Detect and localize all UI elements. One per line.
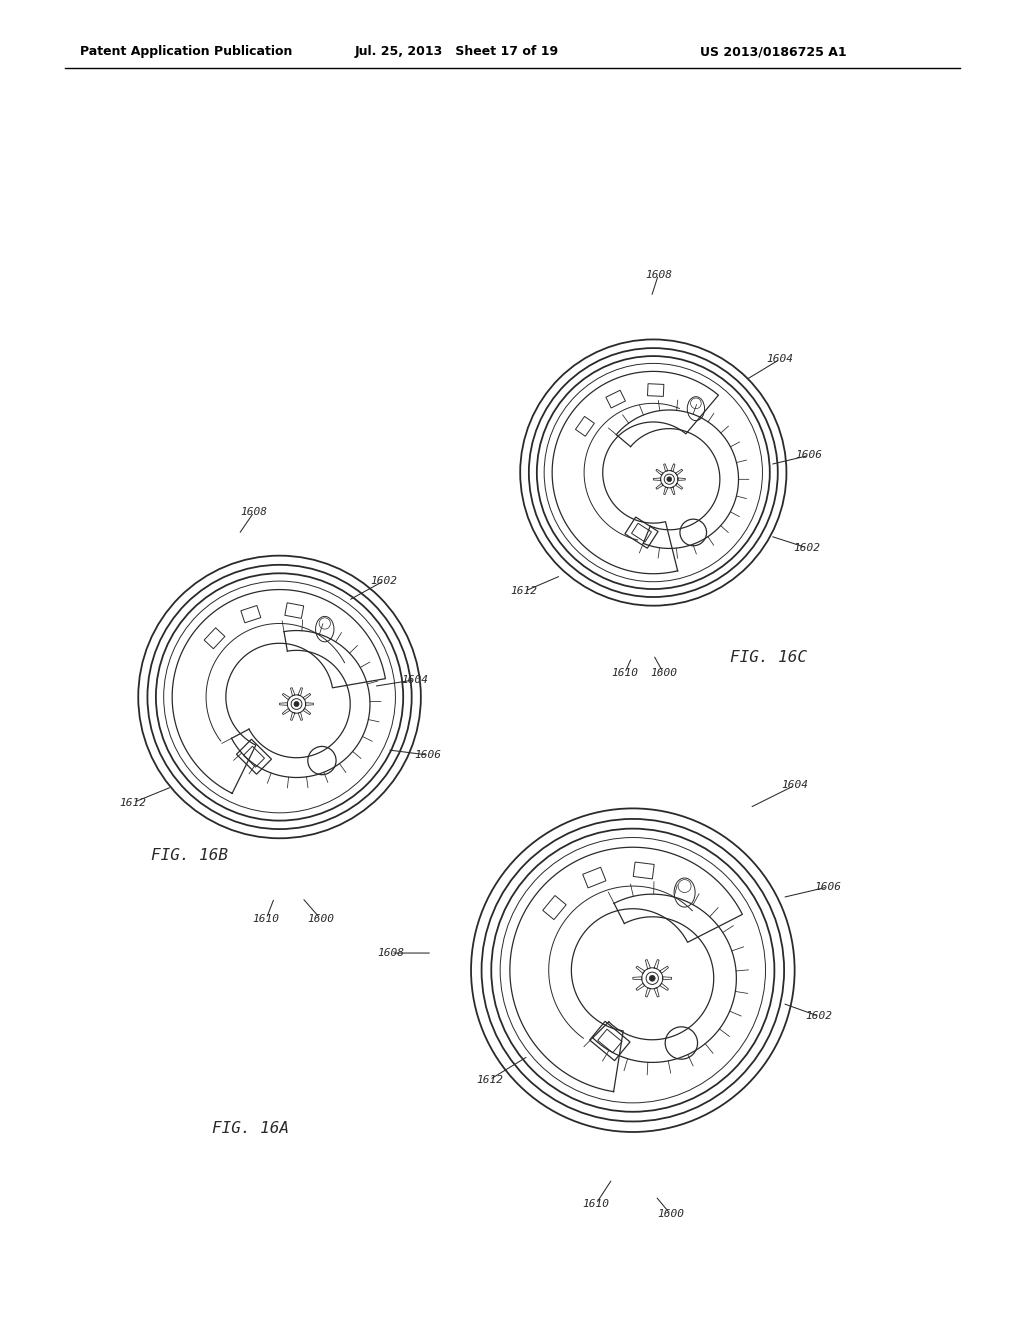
- Text: 1606: 1606: [814, 882, 841, 892]
- Text: 1600: 1600: [657, 1209, 684, 1220]
- Text: 1600: 1600: [307, 913, 334, 924]
- Text: 1604: 1604: [781, 780, 808, 791]
- Text: 1602: 1602: [794, 543, 820, 553]
- Text: 1612: 1612: [120, 797, 146, 808]
- Text: 1604: 1604: [767, 354, 794, 364]
- Text: FIG. 16C: FIG. 16C: [729, 649, 807, 665]
- Text: 1610: 1610: [611, 668, 638, 678]
- Text: FIG. 16B: FIG. 16B: [151, 847, 228, 863]
- Text: Jul. 25, 2013   Sheet 17 of 19: Jul. 25, 2013 Sheet 17 of 19: [355, 45, 559, 58]
- Circle shape: [667, 477, 672, 482]
- Text: 1612: 1612: [511, 586, 538, 597]
- Text: Patent Application Publication: Patent Application Publication: [80, 45, 293, 58]
- Text: 1606: 1606: [415, 750, 441, 760]
- Text: 1612: 1612: [476, 1074, 503, 1085]
- Circle shape: [649, 975, 655, 981]
- Text: 1606: 1606: [796, 450, 822, 461]
- Text: 1602: 1602: [806, 1011, 833, 1022]
- Text: 1610: 1610: [253, 913, 280, 924]
- Text: 1602: 1602: [371, 576, 397, 586]
- Text: US 2013/0186725 A1: US 2013/0186725 A1: [700, 45, 847, 58]
- Text: 1610: 1610: [583, 1199, 609, 1209]
- Text: 1608: 1608: [378, 948, 404, 958]
- Text: 1604: 1604: [401, 675, 428, 685]
- Text: 1600: 1600: [650, 668, 677, 678]
- Text: 1608: 1608: [645, 269, 672, 280]
- Circle shape: [294, 701, 299, 706]
- Text: FIG. 16A: FIG. 16A: [212, 1121, 290, 1137]
- Text: 1608: 1608: [241, 507, 267, 517]
